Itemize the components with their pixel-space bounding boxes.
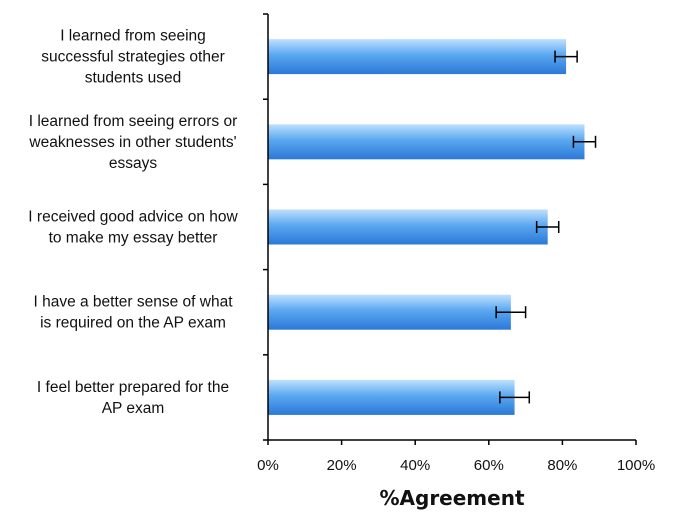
error-bar-4: [499, 391, 531, 404]
category-label-3: I have a better sense of what is required…: [33, 294, 233, 332]
x-tick-label-1: 20%: [327, 457, 357, 474]
category-label-4: I feel better prepared for the AP exam: [37, 379, 229, 417]
labels-layer: I learned from seeing successful strategi…: [28, 28, 238, 417]
x-axis-title: %Agreement: [379, 486, 524, 510]
bar-3: [268, 294, 511, 330]
error-bar-3: [495, 306, 527, 319]
x-tick-label-5: 100%: [617, 457, 655, 474]
axes-layer: 0% 20% 40% 60% 80% 100%: [257, 13, 655, 474]
error-bar-0: [554, 50, 578, 63]
bar-2: [268, 209, 548, 245]
error-bar-2: [535, 221, 560, 233]
category-label-1: I learned from seeing errors or weaknesse…: [28, 113, 237, 172]
bar-0: [268, 39, 567, 75]
x-tick-label-2: 40%: [400, 457, 430, 474]
bars-layer: [268, 39, 597, 415]
bar-1: [268, 124, 585, 160]
error-bar-1: [572, 135, 597, 148]
x-tick-label-4: 80%: [547, 457, 577, 474]
x-tick-label-0: 0%: [257, 457, 279, 474]
x-tick-label-3: 60%: [474, 457, 504, 474]
category-label-0: I learned from seeing successful strategi…: [41, 28, 225, 87]
bar-4: [268, 379, 515, 415]
category-label-2: I received good advice on how to make my …: [28, 209, 238, 247]
